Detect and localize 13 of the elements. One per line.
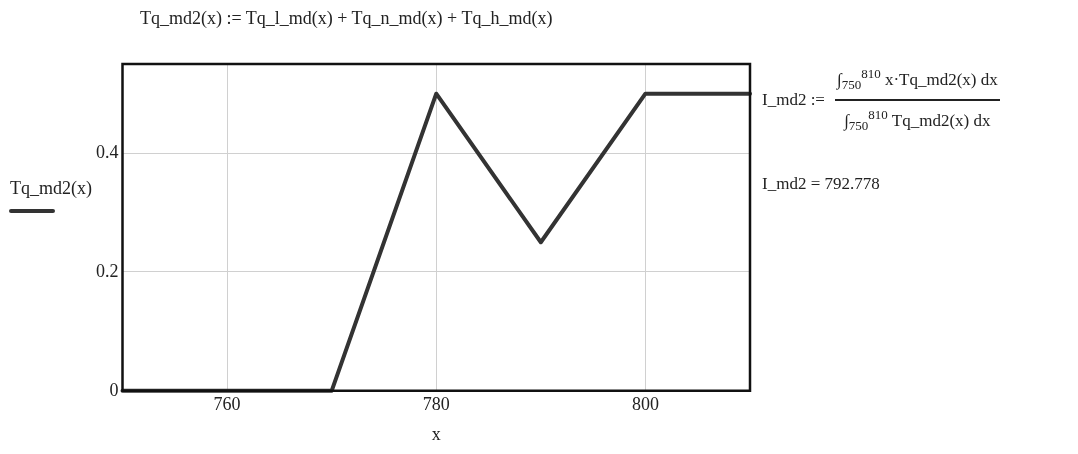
text: I_md2 = 792.778 [762, 174, 881, 195]
x-tick-label: 760 [213, 394, 241, 415]
y-tick-label: 0.2 [96, 260, 119, 281]
x-axis-title: x [431, 423, 441, 444]
y-tick-label: 0.4 [96, 141, 119, 162]
text: ∫$_{750}$$^{810}$ Tq_md2(x) dx [842, 106, 992, 136]
text: I_md2 := [762, 90, 825, 111]
chart-title: Tq_md2(x) := Tq_l_md(x) + Tq_n_md(x) + Tq_h_md(x) [140, 8, 553, 29]
x-tick-label: 780 [422, 394, 450, 415]
y-axis-title: Tq_md2(x) [10, 178, 92, 199]
y-tick-label: 0 [109, 379, 119, 400]
x-tick-label: 800 [631, 394, 659, 415]
text: ∫$_{750}$$^{810}$ x·Tq_md2(x) dx [834, 60, 1000, 102]
